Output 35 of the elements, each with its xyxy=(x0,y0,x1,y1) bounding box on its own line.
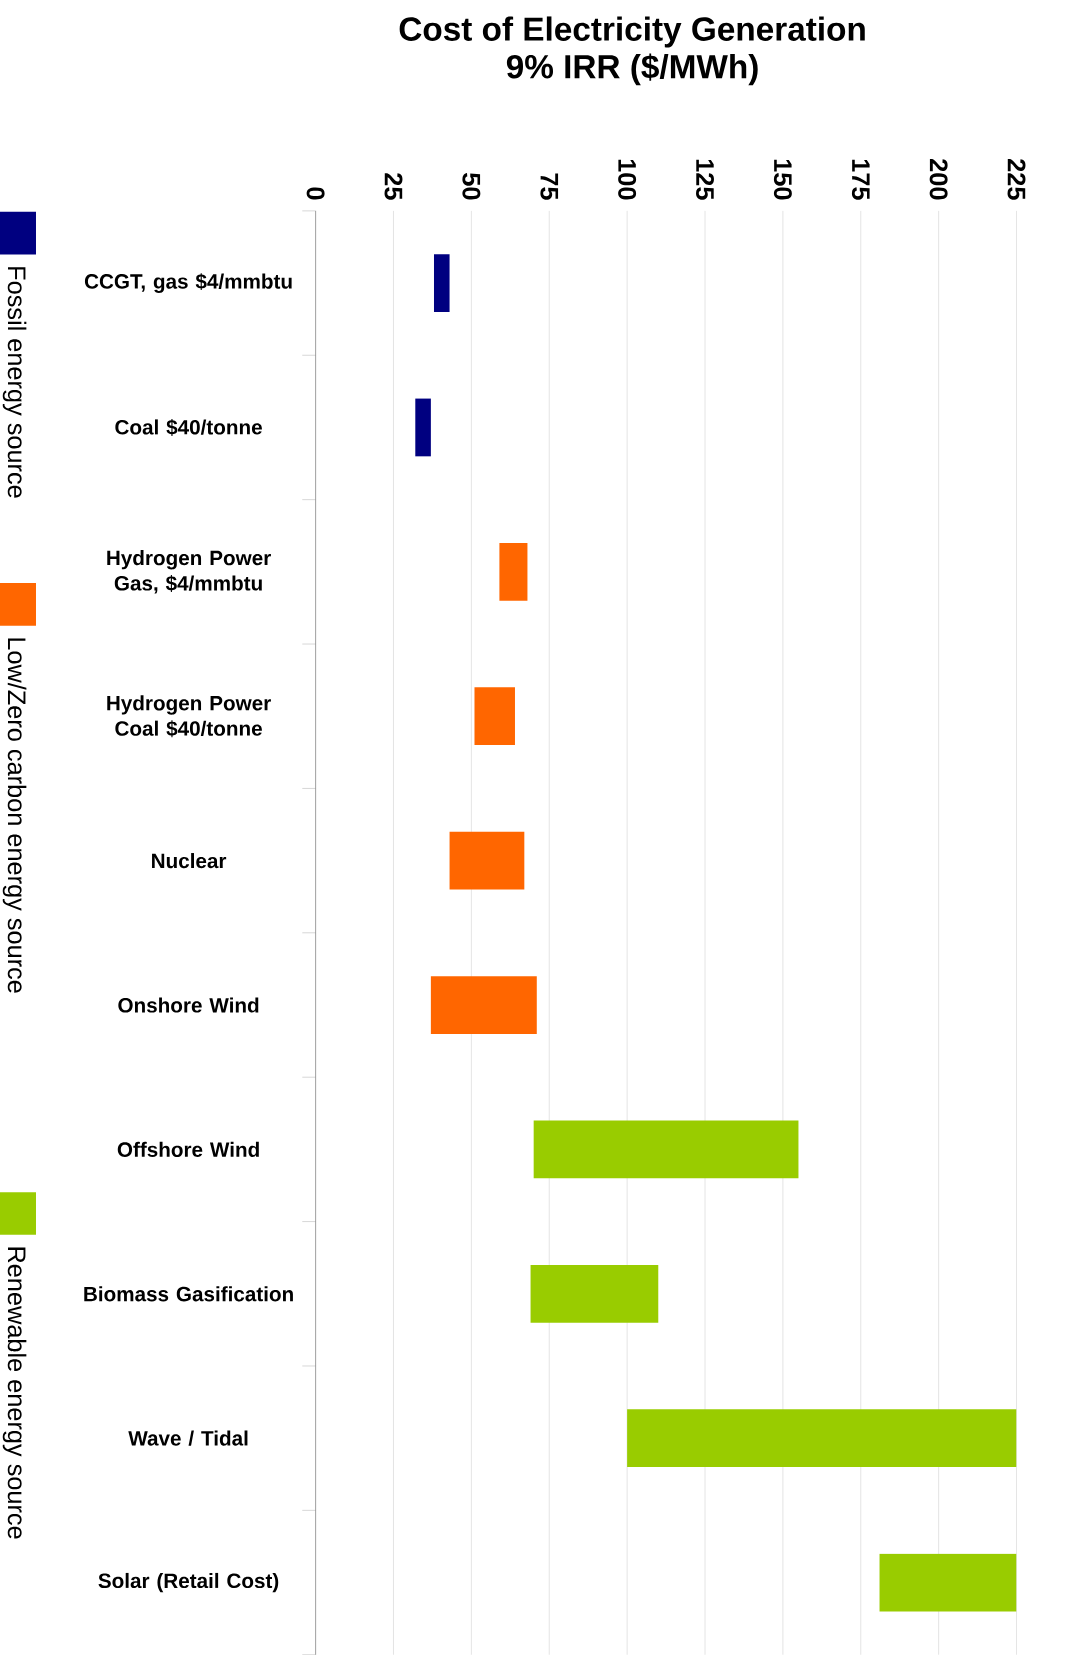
x-tick-label: 50 xyxy=(462,173,481,200)
x-tick-label: 100 xyxy=(617,159,636,200)
legend-label: Renewable energy source xyxy=(2,1247,27,1539)
x-tick-label: 150 xyxy=(773,159,792,200)
y-tick-label: Hydrogen Power Gas, $4/mmbtu xyxy=(107,550,271,594)
bar xyxy=(474,687,515,746)
bar xyxy=(530,1264,659,1323)
bar xyxy=(533,1120,799,1179)
x-tick-label: 0 xyxy=(306,187,325,200)
bar xyxy=(499,542,528,601)
y-tick-label: Biomass Gasification xyxy=(84,1286,293,1302)
y-tick-label: Wave / Tidal xyxy=(128,1430,248,1446)
x-tick-label: 125 xyxy=(695,159,714,200)
y-tick-label: Offshore Wind xyxy=(117,1141,259,1157)
y-tick-label: Solar (Retail Cost) xyxy=(98,1572,278,1593)
bar xyxy=(879,1553,1017,1612)
y-tick-label: Onshore Wind xyxy=(118,997,259,1013)
x-tick-label: 225 xyxy=(1007,159,1026,200)
y-tick-label: Hydrogen Power Coal $40/tonne xyxy=(107,695,271,738)
x-tick-label: 75 xyxy=(540,173,558,200)
bar xyxy=(449,831,525,890)
x-tick-label: 200 xyxy=(929,159,948,200)
bar xyxy=(433,254,450,312)
chart-subtitle: 9% IRR ($/MWh) xyxy=(506,53,758,86)
legend-label: Low/Zero carbon energy source xyxy=(2,638,27,993)
y-tick-label: CCGT, gas $4/mmbtu xyxy=(84,273,292,293)
bar xyxy=(415,398,431,457)
chart-title: Cost of Electricity Generation xyxy=(399,16,865,48)
legend-label: Fossil energy source xyxy=(2,267,27,498)
y-tick-label: Nuclear xyxy=(151,853,226,869)
y-tick-label: Coal $40/tonne xyxy=(115,419,262,436)
bar xyxy=(626,1409,1017,1468)
bar xyxy=(430,976,537,1034)
x-tick-label: 25 xyxy=(384,173,403,200)
x-tick-label: 175 xyxy=(851,159,870,200)
